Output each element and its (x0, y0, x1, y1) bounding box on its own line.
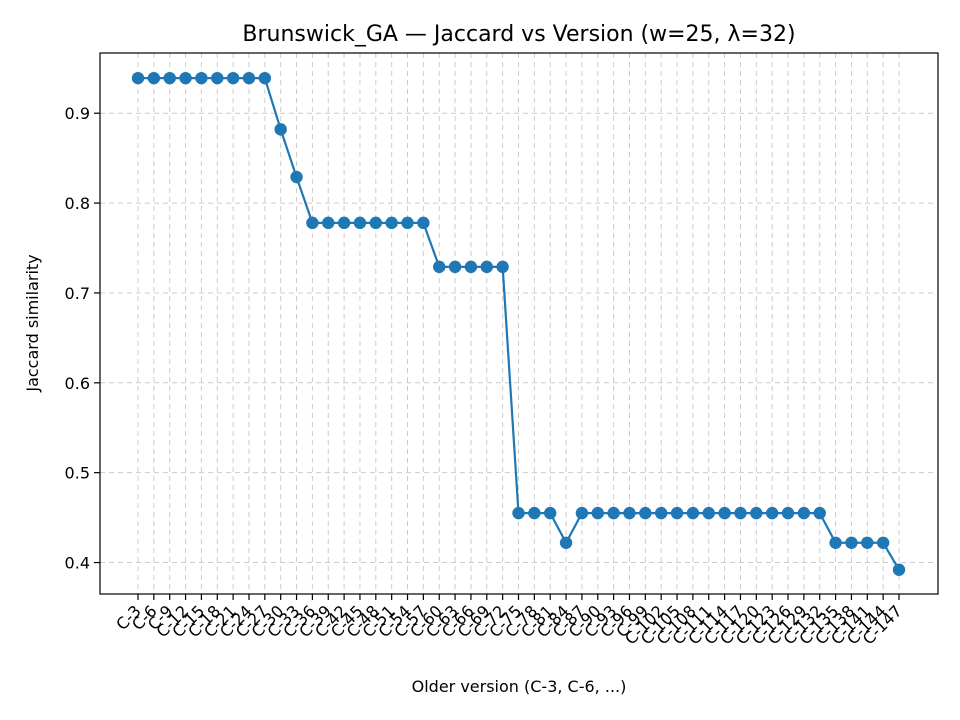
data-point (242, 71, 256, 85)
data-point (147, 71, 161, 85)
data-point (670, 506, 684, 520)
chart-title: Brunswick_GA — Jaccard vs Version (w=25,… (242, 22, 795, 47)
data-point (861, 536, 874, 549)
data-point (290, 170, 303, 184)
data-point (401, 216, 414, 230)
data-point (226, 71, 240, 85)
data-point (575, 506, 589, 520)
y-tick-label: 0.4 (65, 554, 90, 573)
plot-frame (99, 52, 939, 595)
data-point (322, 216, 335, 230)
y-tick-label: 0.8 (65, 194, 90, 213)
data-point (654, 506, 668, 520)
data-point (718, 506, 731, 520)
data-point (781, 506, 795, 520)
x-axis-label: Older version (C-3, C-6, ...) (412, 677, 627, 696)
data-point (765, 506, 779, 520)
data-point (686, 506, 700, 520)
data-point (480, 260, 493, 274)
data-point (591, 506, 604, 520)
y-tick-label: 0.6 (65, 374, 90, 393)
y-tick-label: 0.9 (65, 104, 90, 123)
data-point (195, 71, 208, 85)
y-axis-label: Jaccard similarity (23, 254, 42, 392)
data-point (369, 216, 383, 230)
data-point (734, 506, 747, 520)
data-point (179, 71, 192, 85)
y-tick-label: 0.7 (65, 284, 90, 303)
data-point (892, 563, 906, 576)
data-point (829, 536, 842, 549)
data-point (417, 216, 430, 230)
data-point (528, 506, 541, 520)
data-point (702, 506, 715, 520)
data-point (813, 506, 826, 520)
data-point (750, 506, 763, 520)
data-point (163, 71, 176, 85)
data-point (274, 123, 287, 136)
data-point (639, 506, 652, 520)
data-point (211, 71, 224, 85)
data-point (433, 260, 446, 274)
data-point (607, 506, 620, 520)
data-point (876, 536, 890, 549)
y-tick-label: 0.5 (65, 464, 90, 483)
data-point (544, 506, 557, 520)
data-point (623, 506, 636, 520)
data-point (131, 71, 145, 85)
data-point (496, 260, 509, 274)
data-point (306, 216, 319, 230)
data-point (797, 506, 811, 520)
data-point (559, 536, 573, 549)
series-layer (131, 71, 906, 576)
data-point (258, 71, 272, 85)
data-point (512, 506, 525, 520)
data-point (464, 260, 478, 274)
y-axis-ticks: 0.4 0.5 0.6 0.7 0.8 0.9 (65, 104, 100, 573)
data-point (337, 216, 351, 230)
data-point (845, 536, 858, 549)
data-point (385, 216, 398, 230)
grid-layer (100, 53, 938, 594)
data-point (448, 260, 462, 274)
x-axis-ticks: C-3C-6C-9C-12C-15C-18C-21C-24C-27C-30C-3… (112, 594, 906, 648)
data-point (353, 216, 367, 230)
